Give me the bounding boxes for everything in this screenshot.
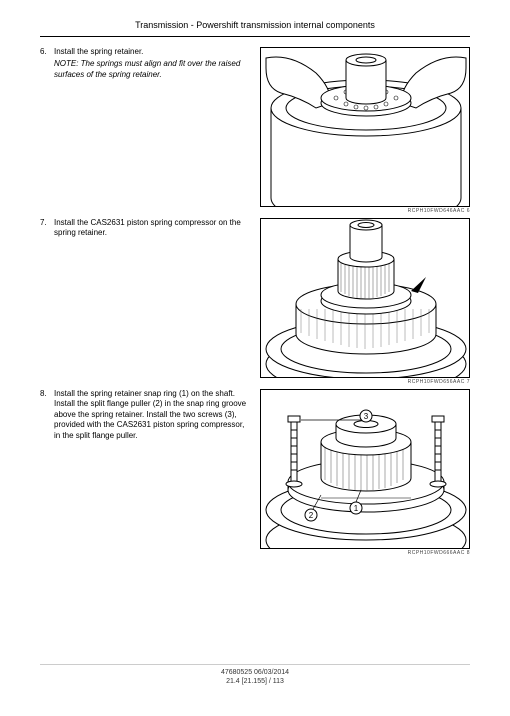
step-6-num: 6. <box>40 47 54 56</box>
step-6-note: NOTE: The springs must align and fit ove… <box>54 59 248 80</box>
step-6-text: Install the spring retainer. NOTE: The s… <box>54 47 254 80</box>
figure-8-caption: RCPH10FWD666AAC 8 <box>260 550 470 556</box>
step-7-num: 7. <box>40 218 54 227</box>
footer-line2: 21.4 [21.155] / 113 <box>40 677 470 686</box>
step-7: 7. Install the CAS2631 piston spring com… <box>40 218 254 239</box>
page-footer: 47680525 06/03/2014 21.4 [21.155] / 113 <box>40 664 470 686</box>
svg-text:1: 1 <box>354 504 359 513</box>
footer-line1: 47680525 06/03/2014 <box>40 668 470 677</box>
page-header: Transmission - Powershift transmission i… <box>40 20 470 37</box>
step-6: 6. Install the spring retainer. NOTE: Th… <box>40 47 254 80</box>
figure-6-caption: RCPH10FWD646AAC 6 <box>260 208 470 214</box>
figure-6-block: RCPH10FWD646AAC 6 <box>260 47 470 214</box>
header-title: Transmission - Powershift transmission i… <box>135 20 375 30</box>
step-7-textcol: 7. Install the CAS2631 piston spring com… <box>40 218 260 245</box>
step-8-textcol: 8. Install the spring retainer snap ring… <box>40 389 260 447</box>
step-8-num: 8. <box>40 389 54 398</box>
step-6-body: Install the spring retainer. <box>54 47 143 56</box>
figure-8-block: 3 1 2 RCPH10FWD666AAC 8 <box>260 389 470 556</box>
svg-text:3: 3 <box>364 412 369 421</box>
svg-text:2: 2 <box>309 511 314 520</box>
step-8: 8. Install the spring retainer snap ring… <box>40 389 254 441</box>
figure-7-caption: RCPH10FWD656AAC 7 <box>260 379 470 385</box>
figure-8: 3 1 2 <box>260 389 470 549</box>
figure-7-block: RCPH10FWD656AAC 7 <box>260 218 470 385</box>
step-row-7: 7. Install the CAS2631 piston spring com… <box>40 218 470 389</box>
step-row-6: 6. Install the spring retainer. NOTE: Th… <box>40 47 470 218</box>
figure-6 <box>260 47 470 207</box>
page: Transmission - Powershift transmission i… <box>0 0 510 716</box>
figure-7 <box>260 218 470 378</box>
step-6-textcol: 6. Install the spring retainer. NOTE: Th… <box>40 47 260 86</box>
step-row-8: 8. Install the spring retainer snap ring… <box>40 389 470 560</box>
step-8-text: Install the spring retainer snap ring (1… <box>54 389 254 441</box>
step-7-text: Install the CAS2631 piston spring compre… <box>54 218 254 239</box>
